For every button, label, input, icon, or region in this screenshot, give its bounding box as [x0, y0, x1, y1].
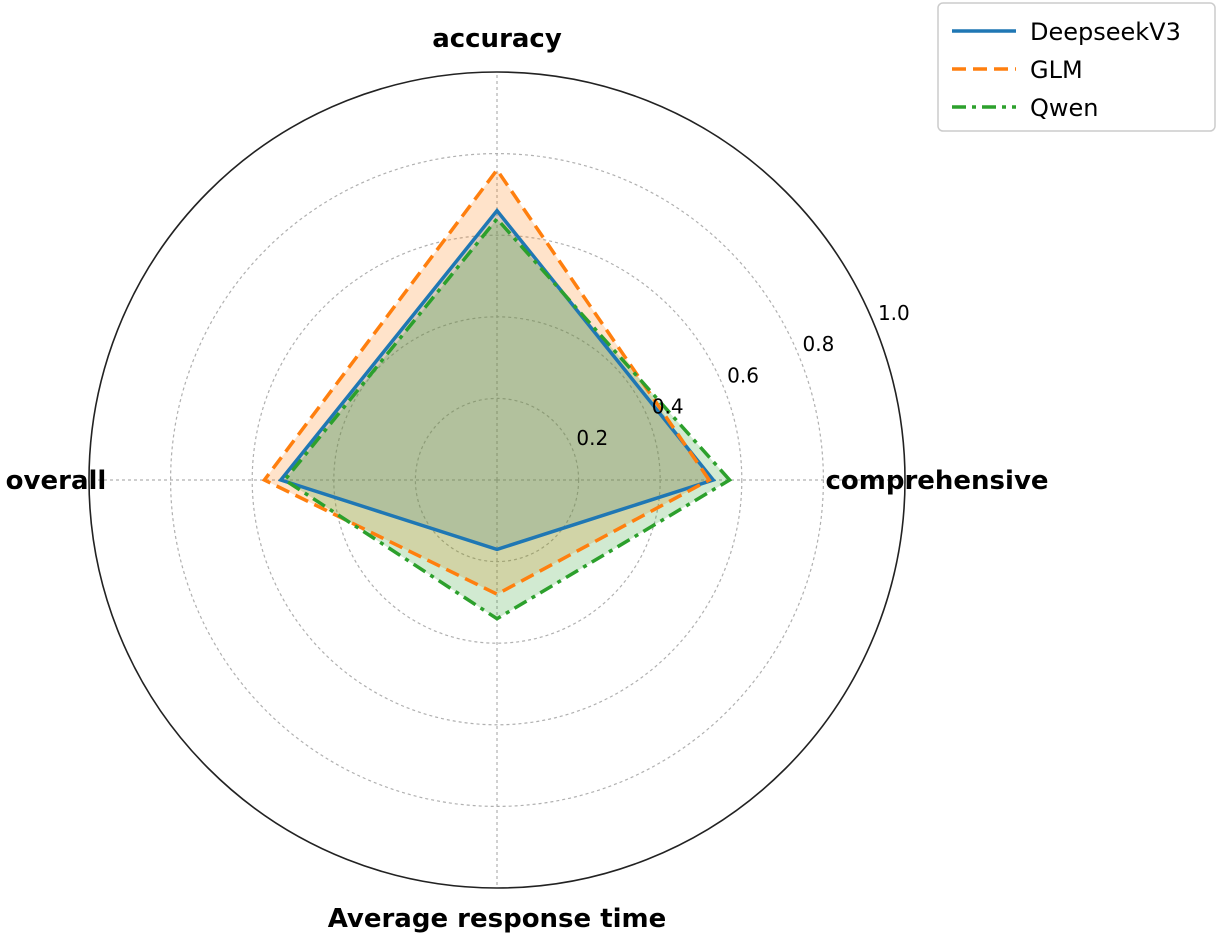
legend-label-qwen: Qwen [1030, 94, 1099, 122]
series-fill-deepseekv3 [280, 210, 714, 550]
legend-box [937, 2, 1216, 132]
grid-circle-2 [251, 234, 743, 726]
category-label-2: overall [6, 466, 107, 496]
series-line-glm [261, 166, 712, 597]
r-tick-label-0: 0.2 [576, 426, 608, 450]
series-line-qwen [282, 216, 733, 621]
radar-series [261, 166, 733, 621]
r-tick-label-1: 0.4 [652, 395, 684, 419]
category-label-3: Average response time [328, 904, 667, 934]
grid-circle-0 [414, 397, 580, 563]
r-tick-label-2: 0.6 [727, 363, 759, 387]
category-label-1: accuracy [432, 24, 562, 54]
legend-label-deepseekv3: DeepseekV3 [1030, 18, 1181, 46]
legend: DeepseekV3 GLM Qwen [937, 2, 1216, 132]
r-tick-label-4: 1.0 [878, 301, 910, 325]
category-label-0: comprehensive [825, 466, 1048, 496]
radar-labels: 0.2 0.4 0.6 0.8 1.0 comprehensive accuracy over… [6, 24, 1049, 934]
series-fill-glm [264, 169, 710, 595]
legend-label-glm: GLM [1030, 56, 1083, 84]
outer-frame [88, 71, 906, 889]
r-tick-label-3: 0.8 [803, 332, 835, 356]
